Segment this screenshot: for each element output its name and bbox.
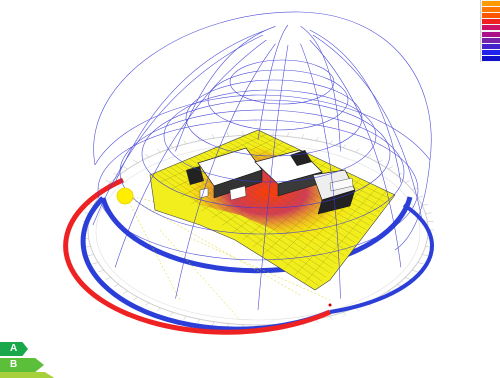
legend-swatch bbox=[482, 31, 500, 37]
legend-row bbox=[481, 43, 500, 49]
sky-dome-wireframe bbox=[92, 11, 432, 311]
legend-swatch bbox=[482, 0, 500, 6]
hour-lines bbox=[124, 194, 331, 321]
legend-row bbox=[481, 25, 500, 31]
summer-arc bbox=[63, 177, 332, 335]
building-model bbox=[186, 147, 356, 215]
legend-swatch bbox=[482, 12, 500, 18]
legend-swatch bbox=[482, 19, 500, 25]
position-marker bbox=[328, 303, 332, 307]
legend-row bbox=[481, 6, 500, 12]
legend-row bbox=[481, 56, 500, 62]
sun-icon bbox=[116, 187, 134, 205]
ground-irradiance-plane bbox=[149, 129, 396, 291]
legend-swatch bbox=[482, 25, 500, 31]
legend-swatch bbox=[482, 50, 500, 56]
energy-class-a: A bbox=[0, 342, 28, 356]
energy-rating-badge: A B bbox=[0, 338, 60, 378]
energy-class-b: B bbox=[0, 358, 44, 372]
legend-swatch bbox=[482, 43, 500, 49]
legend-row bbox=[481, 37, 500, 43]
color-scale-legend bbox=[480, 0, 500, 62]
energy-class-c bbox=[0, 372, 56, 378]
legend-row bbox=[481, 19, 500, 25]
summer-arc-right bbox=[329, 203, 434, 314]
legend-swatch bbox=[482, 56, 500, 62]
legend-row bbox=[481, 0, 500, 6]
legend-row bbox=[481, 31, 500, 37]
legend-row bbox=[481, 50, 500, 56]
legend-row bbox=[481, 12, 500, 18]
legend-swatch bbox=[482, 6, 500, 12]
legend-swatch bbox=[482, 37, 500, 43]
